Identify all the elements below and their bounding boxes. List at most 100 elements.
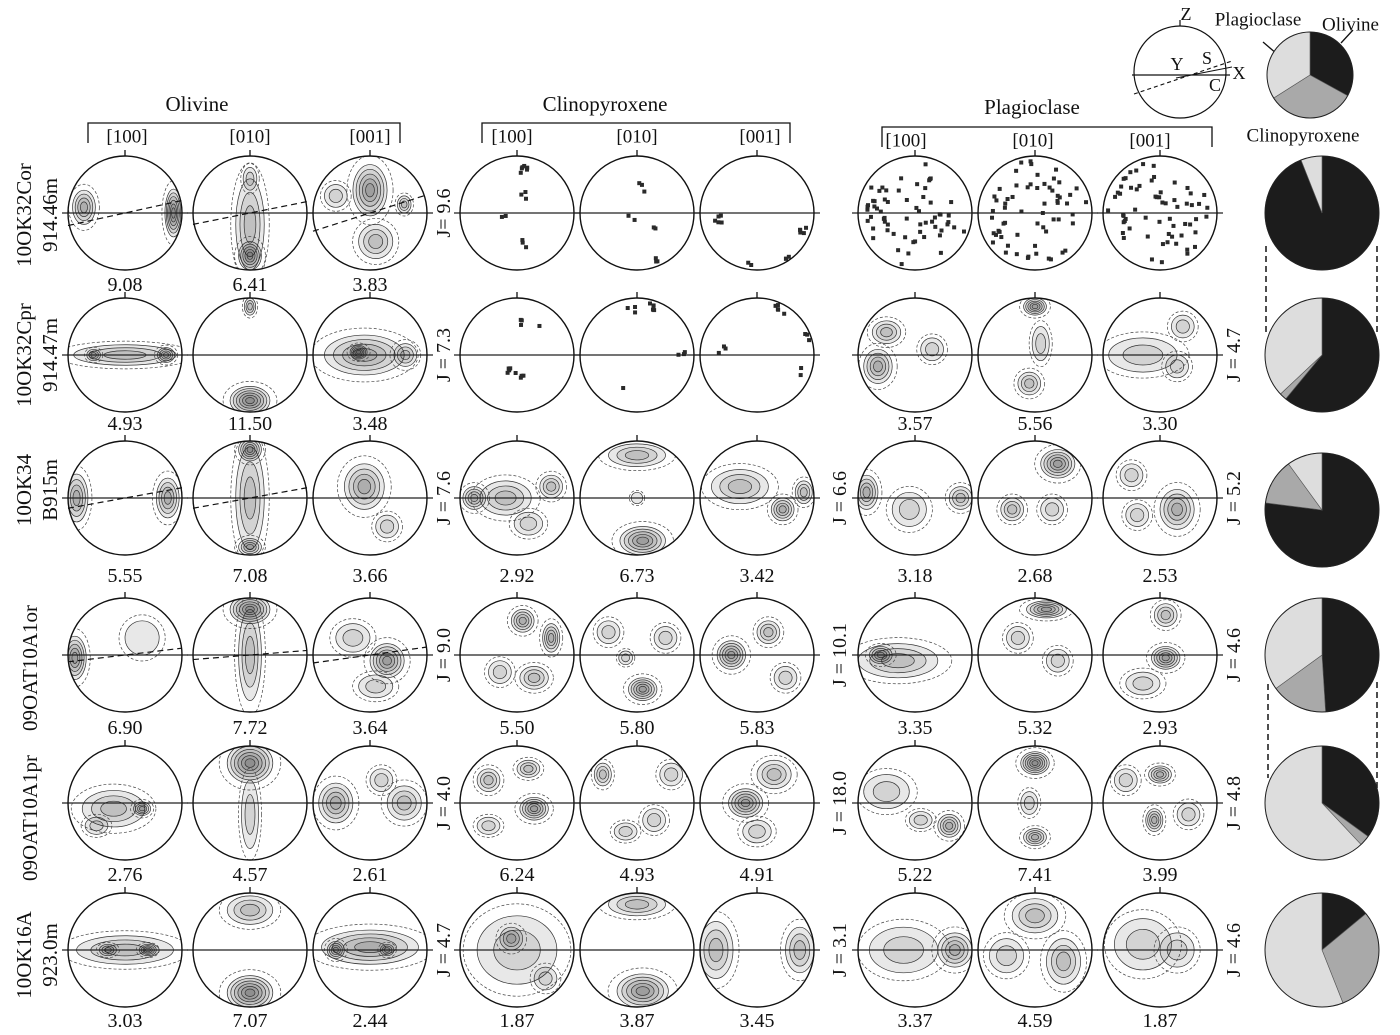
max-density-clinopyroxene-100: 6.24	[500, 864, 535, 886]
pole-figure-olivine-100	[62, 592, 188, 713]
j-index-label: J = 3.1	[829, 923, 851, 977]
pole-point	[1165, 240, 1170, 245]
contour	[1157, 606, 1175, 624]
pole-point	[642, 189, 647, 194]
contour	[945, 821, 954, 830]
max-density-olivine-100: 9.08	[108, 274, 143, 296]
contour	[399, 198, 410, 211]
contour	[1175, 319, 1190, 334]
contour	[245, 300, 255, 313]
pole-point	[786, 254, 791, 259]
pole-point	[1044, 229, 1049, 234]
contour	[365, 679, 387, 694]
pole-figure-clinopyroxene-010	[574, 740, 700, 861]
pole-point	[633, 304, 638, 309]
contour	[638, 685, 647, 693]
pole-point	[723, 346, 728, 351]
pole-point	[537, 323, 542, 328]
contour	[374, 773, 389, 788]
contour	[84, 816, 109, 835]
pole-point	[1121, 212, 1126, 217]
contour	[246, 446, 254, 453]
pole-point	[896, 248, 901, 253]
foliation-line	[312, 646, 428, 664]
contour-dashed	[1153, 482, 1201, 537]
contour-dashed	[371, 510, 403, 543]
pole-point	[878, 209, 883, 214]
j-index-label: J = 7.3	[433, 328, 455, 382]
contour	[241, 985, 259, 1000]
contour-dashed	[218, 893, 282, 930]
pole-point	[999, 235, 1004, 240]
pole-point	[914, 205, 919, 210]
pole-point	[1151, 163, 1156, 168]
pie-outline	[1266, 31, 1354, 119]
reference-frame-shear-line	[1175, 66, 1233, 79]
j-index-label: J = 4.0	[433, 776, 455, 830]
contour	[233, 749, 267, 778]
contour-dashed	[944, 482, 972, 514]
pole-point	[918, 222, 923, 227]
pole-figure-plagioclase-001	[1097, 592, 1223, 713]
pole-point	[1194, 217, 1199, 222]
contour-dashed	[320, 180, 352, 212]
pole-point	[1204, 214, 1209, 219]
pole-figure-clinopyroxene-001	[694, 887, 820, 1008]
pole-point	[1167, 216, 1172, 221]
contour	[1031, 326, 1050, 362]
contour	[653, 626, 678, 650]
olivine-bracket	[87, 122, 401, 143]
pole-point	[1185, 185, 1190, 190]
plagioclase-axis-100-label: [100]	[885, 131, 926, 152]
contour	[719, 474, 761, 500]
pole-point	[865, 218, 870, 223]
pole-point	[1122, 219, 1127, 224]
contour-dashed	[1042, 644, 1074, 677]
contour-dashed	[638, 804, 670, 836]
contour-dashed	[1040, 930, 1087, 993]
contour	[1007, 504, 1018, 515]
contour	[1043, 451, 1073, 476]
pole-point	[911, 240, 916, 245]
contour	[483, 775, 494, 786]
pole-point	[945, 222, 950, 227]
max-density-clinopyroxene-001: 5.83	[740, 717, 775, 739]
pole-point	[681, 352, 686, 357]
reference-frame-s-label: S	[1202, 48, 1212, 68]
contour	[244, 988, 256, 997]
pole-figure-olivine-001	[307, 592, 433, 713]
contour	[1153, 648, 1178, 668]
pole-point	[997, 229, 1002, 234]
contour-dashed	[352, 670, 400, 703]
pole-point	[1183, 221, 1188, 226]
pole-point	[1185, 247, 1190, 252]
contour	[891, 491, 927, 527]
max-density-clinopyroxene-001: 4.91	[740, 864, 775, 886]
contour	[778, 505, 787, 514]
reference-frame-foliation-line	[1133, 60, 1233, 95]
pole-figure-plagioclase-010	[972, 435, 1098, 556]
pole-figure-clinopyroxene-010	[574, 150, 700, 271]
pole-point	[716, 214, 721, 219]
contour	[1031, 760, 1039, 766]
contour-dashed	[1003, 893, 1067, 940]
contour	[139, 806, 146, 812]
contour-dashed	[983, 932, 1030, 980]
j-index-label: J = 4.7	[1223, 328, 1245, 382]
contour	[898, 499, 920, 520]
pole-figure-olivine-001	[307, 150, 433, 271]
pole-point	[916, 209, 921, 214]
pole-figure-clinopyroxene-100	[454, 292, 580, 413]
sample-label: 09OAT10A1pr	[18, 755, 42, 881]
pole-point	[721, 344, 726, 349]
legend-pie	[1266, 31, 1354, 119]
contour-dashed	[1115, 459, 1148, 491]
contour	[244, 444, 256, 455]
contour	[760, 623, 777, 641]
pole-point	[1051, 217, 1056, 222]
pole-figure-content	[700, 746, 814, 860]
pole-point	[903, 235, 908, 240]
contour	[624, 450, 650, 461]
pole-figure-plagioclase-010	[972, 292, 1098, 413]
